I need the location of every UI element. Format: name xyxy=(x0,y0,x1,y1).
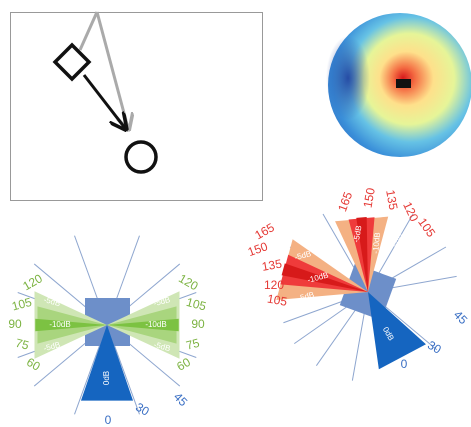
label: 165 xyxy=(252,220,277,242)
label: 60 xyxy=(24,355,43,374)
label: -5dB xyxy=(391,232,405,251)
label: -10dB xyxy=(49,320,70,329)
cold-zone xyxy=(326,36,370,120)
label: 105 xyxy=(10,295,33,314)
label: 0 xyxy=(401,357,408,371)
label: 150 xyxy=(361,186,378,208)
label: -5dB xyxy=(153,340,172,353)
lobe xyxy=(107,318,179,332)
panel-frame xyxy=(10,12,263,201)
black-arrow xyxy=(82,74,125,128)
label: -5dB xyxy=(43,295,62,308)
label: 75 xyxy=(14,336,31,353)
label: 45 xyxy=(171,390,191,410)
lobe xyxy=(35,318,107,332)
label: 30 xyxy=(133,400,152,419)
label: 105 xyxy=(185,295,208,314)
label: 45 xyxy=(451,308,471,328)
lobe xyxy=(356,217,368,292)
lobe xyxy=(80,325,134,401)
source xyxy=(396,79,411,88)
sketch-panel xyxy=(10,11,263,201)
label: 135 xyxy=(383,189,400,211)
label: -5dB xyxy=(297,290,316,303)
lobe xyxy=(281,263,368,292)
label: 30 xyxy=(425,338,444,357)
label: 150 xyxy=(246,239,270,259)
heatmap xyxy=(326,13,471,157)
label: -10dB xyxy=(145,320,166,329)
label: 60 xyxy=(174,355,193,374)
label: 0dB xyxy=(102,371,111,385)
label: 120 xyxy=(176,271,201,293)
label: 0 xyxy=(105,413,112,427)
label: 75 xyxy=(185,336,202,353)
left-polar-pattern: 120105907560120105907560-5dB-10dB-5dB-5d… xyxy=(8,235,208,427)
label: -5dB xyxy=(294,249,313,262)
source-diamond xyxy=(52,42,92,82)
label: 120 xyxy=(264,278,284,292)
label: 135 xyxy=(261,256,283,273)
label: -5dB xyxy=(352,225,364,243)
label: 105 xyxy=(266,292,288,309)
gray-line xyxy=(78,11,99,51)
label: -5dB xyxy=(43,340,62,353)
label: 90 xyxy=(8,317,22,331)
lobe xyxy=(368,292,426,370)
gray-arrow xyxy=(95,11,128,128)
label: 120 xyxy=(20,271,45,293)
label: -10dB xyxy=(371,232,382,254)
lobe xyxy=(280,254,368,292)
label: 165 xyxy=(335,190,355,214)
label: 90 xyxy=(191,317,205,331)
lobe xyxy=(348,217,375,292)
label: 105 xyxy=(415,215,438,240)
receiver-circle xyxy=(124,140,158,174)
label: -5dB xyxy=(153,295,172,308)
